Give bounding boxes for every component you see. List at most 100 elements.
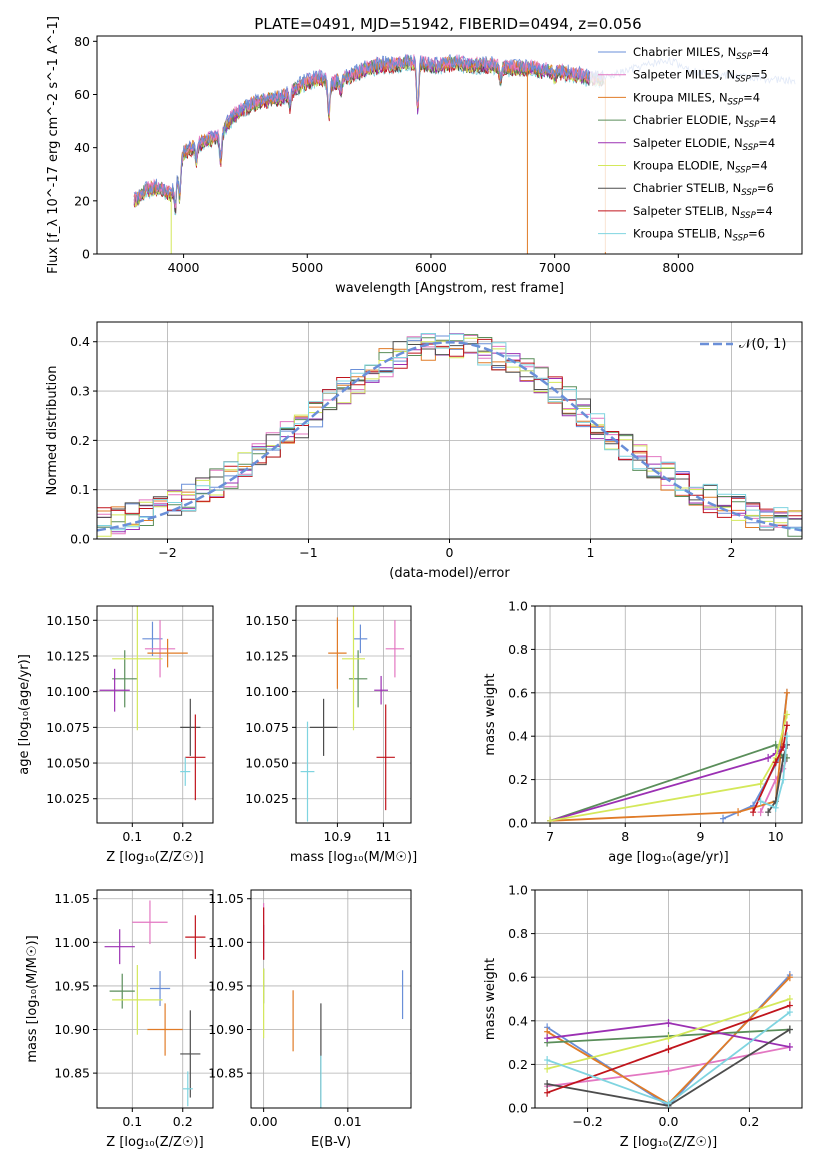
axes-frame — [96, 605, 214, 824]
plot-area — [99, 606, 206, 801]
y-tick-label: 0.6 — [508, 970, 528, 985]
y-tick-label: 80 — [74, 34, 90, 49]
legend-label: Salpeter ELODIE, NSSP=4 — [633, 136, 775, 153]
legend-label: Kroupa STELIB, NSSP=6 — [633, 227, 765, 244]
errorbar-point — [180, 1010, 201, 1098]
panel-residuals: −2 −1 0 1 2 0.0 0.1 0.2 0.3 0.4 (data-model)/error… — [45, 321, 803, 581]
errorbar-point — [142, 621, 163, 656]
axes-frame — [295, 605, 412, 824]
x-axis-label: E(B-V) — [311, 1135, 351, 1150]
y-tick-label: 10.90 — [208, 1022, 244, 1037]
x-tick-label: 0.2 — [173, 829, 193, 844]
y-axis-label: mass weight — [483, 673, 498, 755]
y-tick-label: 0.3 — [70, 384, 90, 399]
plot-area — [133, 53, 796, 254]
y-tick-label: 0.6 — [508, 685, 528, 700]
y-tick-label: 0.2 — [70, 433, 90, 448]
errorbar-point — [185, 714, 206, 801]
legend-label: Kroupa ELODIE, NSSP=4 — [633, 159, 768, 176]
x-axis-label: Z [log₁₀(Z/Z☉)] — [106, 1135, 203, 1150]
x-tick-label: 1 — [587, 545, 595, 560]
y-tick-label: 0.0 — [70, 532, 90, 547]
plot-area — [263, 903, 404, 1108]
errorbar-point — [104, 929, 135, 965]
x-axis-label: wavelength [Angstrom, rest frame] — [335, 281, 564, 296]
axes-frame — [96, 35, 803, 255]
errorbar-point — [147, 1003, 183, 1056]
x-tick-label: 10 — [768, 829, 784, 844]
x-tick-label: 0.01 — [334, 1114, 362, 1129]
errorbar-point — [132, 900, 168, 945]
panel-age-vs-mass: 10.9 11 10.025 10.050 10.075 10.100 10.125 10.1… — [245, 605, 417, 865]
spectrum-line — [133, 53, 605, 205]
y-tick-label: 1.0 — [508, 599, 528, 614]
y-tick-label: 11.05 — [208, 891, 244, 906]
y-tick-label: 20 — [74, 193, 90, 208]
errorbar-point — [376, 704, 395, 811]
y-tick-label: 10.075 — [46, 720, 90, 735]
errorbar-point — [112, 650, 138, 708]
axes-frame — [534, 605, 803, 824]
x-tick-label: 5000 — [291, 260, 323, 275]
panel-mass-vs-Z: 0.1 0.2 10.85 10.90 10.95 11.00 11.05 Z [log₁₀(… — [25, 889, 214, 1150]
y-tick-label: 10.100 — [46, 684, 90, 699]
y-tick-label: 10.90 — [54, 1022, 90, 1037]
errorbar-point — [180, 757, 191, 786]
y-tick-label: 0.0 — [508, 1101, 528, 1116]
y-axis-label: mass weight — [483, 958, 498, 1040]
y-tick-label: 10.025 — [46, 791, 90, 806]
x-tick-label: 0.1 — [122, 1114, 142, 1129]
plot-area — [300, 606, 405, 822]
x-tick-label: 9 — [696, 829, 704, 844]
x-axis-label: age [log₁₀(age/yr)] — [608, 850, 729, 865]
y-tick-label: 10.85 — [54, 1066, 90, 1081]
x-axis-label: mass [log₁₀(M/M☉)] — [290, 850, 417, 865]
axes-frame — [250, 889, 412, 1109]
y-tick-label: 0.4 — [70, 334, 90, 349]
legend-label: Salpeter MILES, NSSP=5 — [633, 68, 768, 85]
y-tick-label: 40 — [74, 140, 90, 155]
y-tick-label: 0.8 — [508, 642, 528, 657]
spectrum-title: PLATE=0491, MJD=51942, FIBERID=0494, z=0… — [254, 15, 641, 33]
panel-weight-vs-age: 7 8 9 10 0.0 0.2 0.4 0.6 0.8 1.0 age [log₁₀(age/yr… — [483, 599, 803, 865]
y-tick-label: 10.025 — [245, 791, 289, 806]
plot-area — [544, 971, 793, 1108]
errorbar-point — [144, 620, 176, 678]
x-tick-label: −0.2 — [572, 1114, 602, 1129]
y-tick-label: 60 — [74, 87, 90, 102]
y-tick-label: 0 — [82, 247, 90, 262]
x-tick-label: 11 — [375, 829, 391, 844]
y-tick-label: 10.050 — [245, 756, 289, 771]
y-tick-label: 10.125 — [46, 648, 90, 663]
errorbar-point — [109, 973, 135, 1009]
y-axis-label: mass [log₁₀(M/M☉)] — [25, 935, 40, 1062]
x-tick-label: 6000 — [415, 260, 447, 275]
panel-spectrum: 4000 5000 6000 7000 8000 0 20 40 60 80 wavelength … — [46, 16, 803, 296]
y-tick-label: 11.00 — [208, 935, 244, 950]
errorbar-point — [185, 915, 206, 959]
y-tick-label: 0.2 — [508, 772, 528, 787]
y-tick-label: 10.100 — [245, 684, 289, 699]
errorbar-point — [180, 698, 201, 756]
legend-label: 𝒩(0, 1) — [739, 337, 786, 352]
errorbar-point — [99, 668, 130, 712]
errorbar-point — [374, 675, 388, 705]
x-tick-label: −2 — [158, 545, 176, 560]
y-axis-label: age [log₁₀(age/yr)] — [17, 654, 32, 775]
y-tick-label: 10.95 — [208, 978, 244, 993]
x-axis-label: (data-model)/error — [389, 566, 510, 581]
legend-label: Chabrier MILES, NSSP=4 — [633, 45, 769, 62]
x-tick-label: 7 — [546, 829, 554, 844]
y-tick-label: 10.050 — [46, 756, 90, 771]
x-tick-label: 2 — [728, 545, 736, 560]
y-tick-label: 10.075 — [245, 720, 289, 735]
x-tick-label: 8000 — [662, 260, 694, 275]
y-tick-label: 10.125 — [245, 648, 289, 663]
legend-label: Kroupa MILES, NSSP=4 — [633, 90, 760, 107]
errorbar-point — [342, 606, 365, 731]
errorbar-point — [112, 606, 163, 731]
errorbar-point — [348, 650, 368, 708]
errorbar-point — [385, 620, 405, 678]
weight-line — [549, 714, 788, 822]
